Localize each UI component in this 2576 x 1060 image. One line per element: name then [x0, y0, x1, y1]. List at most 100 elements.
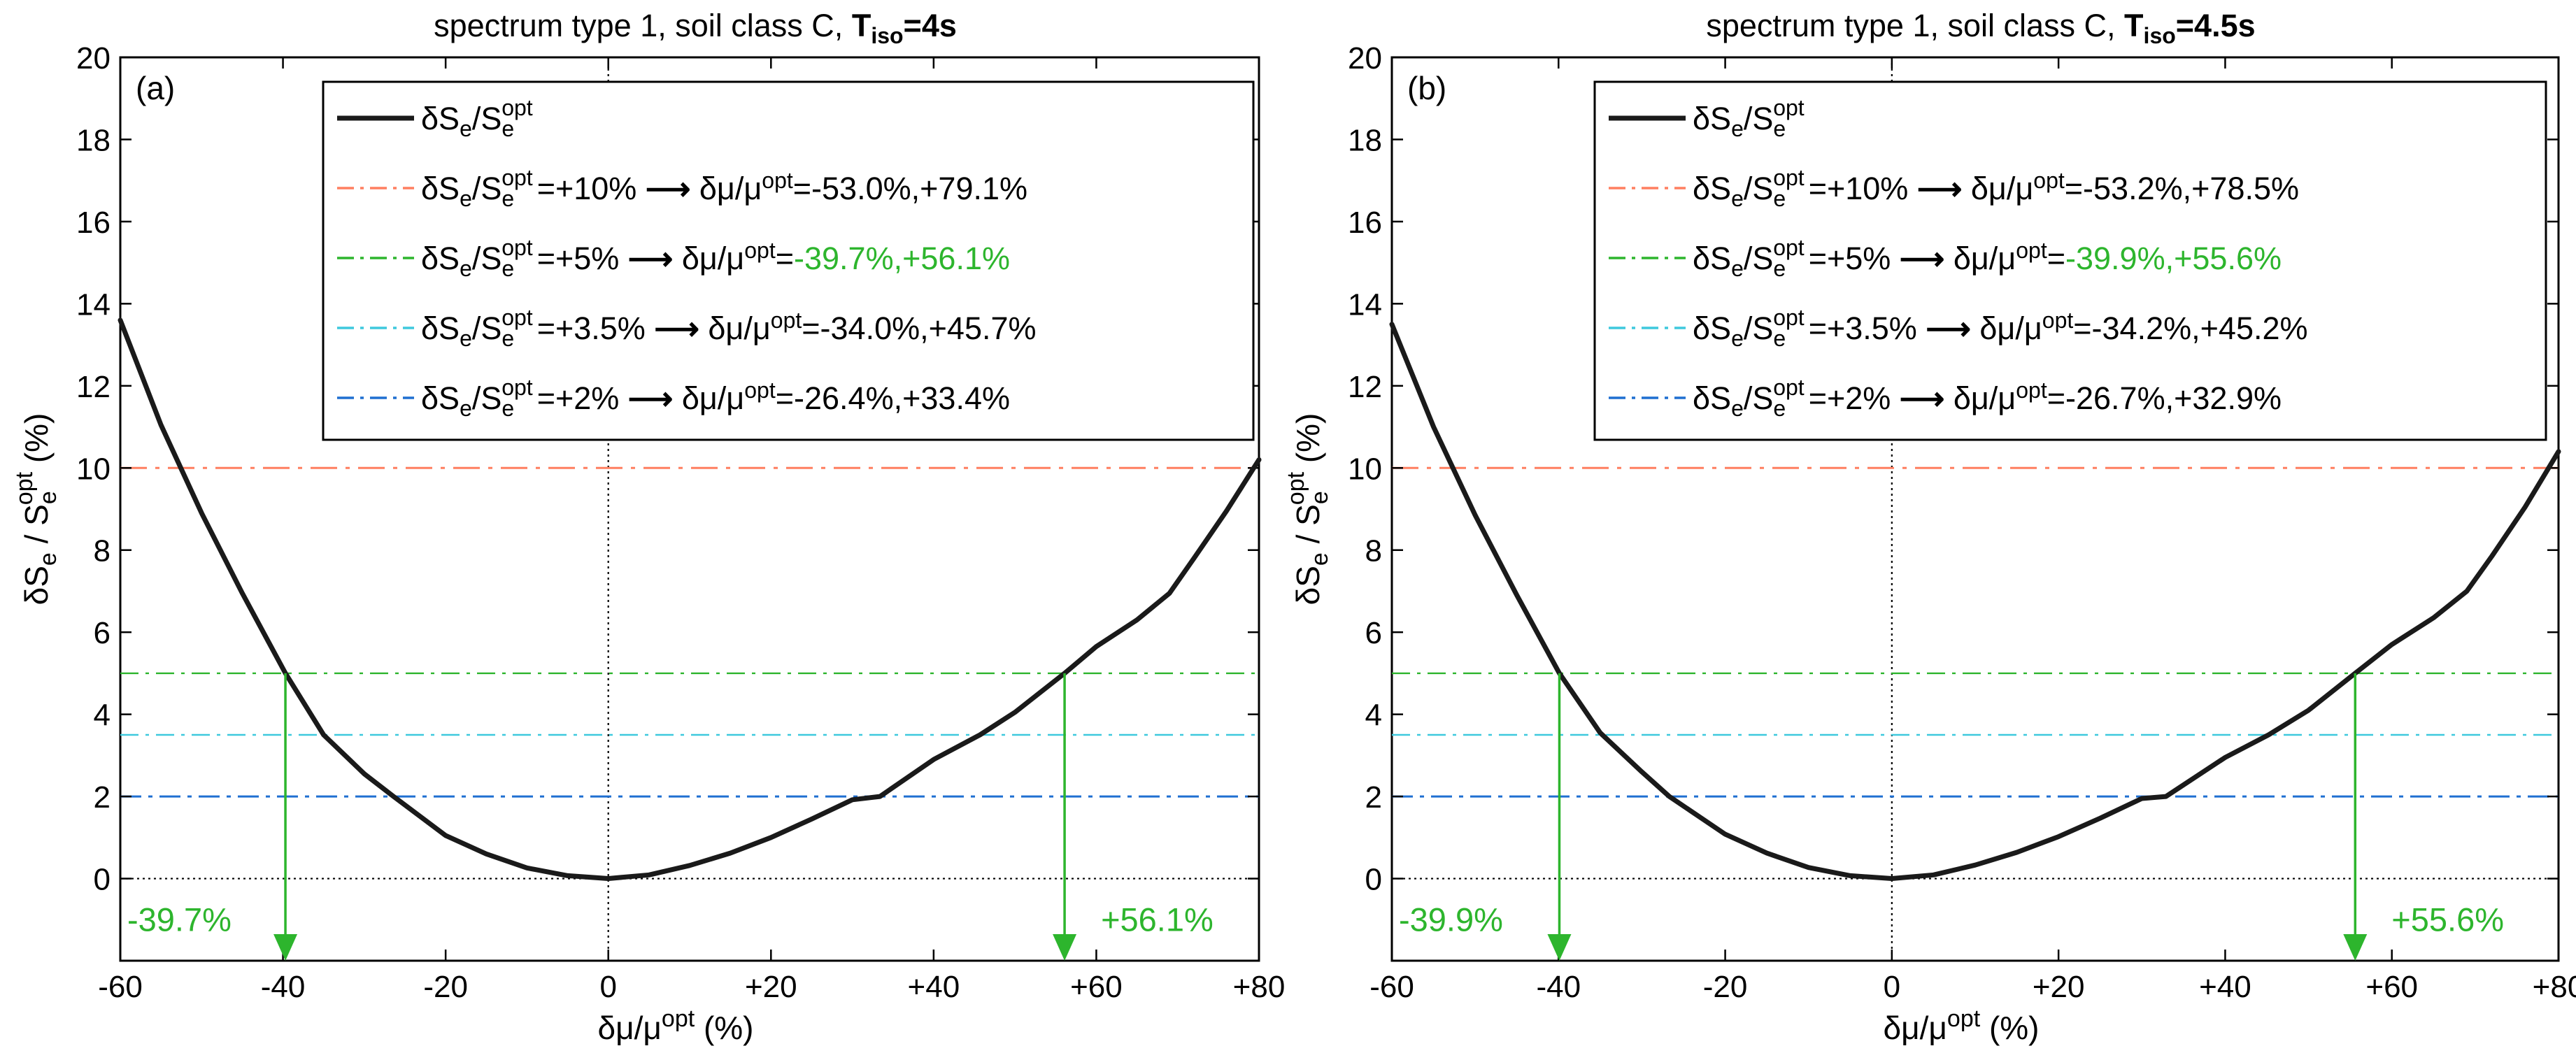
panel-label: (b) [1407, 70, 1446, 106]
x-tick-label: -20 [1703, 970, 1748, 1004]
legend-rhs-prefix: = [776, 241, 794, 276]
x-tick-label: +20 [745, 970, 797, 1004]
y-tick-label: 12 [1348, 370, 1382, 404]
legend-high: +45.2% [2200, 310, 2308, 346]
legend-sep: , [2183, 171, 2192, 206]
x-tick-label: -60 [1369, 970, 1414, 1004]
legend-lhs: δS [421, 171, 460, 206]
legend-box [322, 80, 1255, 441]
plot-frame [119, 56, 1260, 962]
title-bold-tail: =4.5s [2176, 8, 2256, 43]
ylabel-mid: / S [18, 504, 55, 552]
title-text: spectrum type 1, soil class C, [1706, 8, 2115, 43]
legend-entry: δSe/Seopt =+5% ⟶ δμ/μopt=-39.9%,+55.6% [1693, 235, 2282, 281]
legend-low: -26.7% [2065, 380, 2165, 416]
legend-lhs: δS [1693, 241, 1731, 276]
legend-lhs: δS [421, 380, 460, 416]
legend-mid: δμ/μ [1954, 241, 2016, 276]
legend-lhs-mid: /S [1744, 241, 1774, 276]
y-tick-label: 8 [1365, 534, 1382, 568]
legend-lhs-sup2: opt [501, 375, 533, 400]
y-tick-label: 4 [1365, 699, 1382, 733]
ylabel-sup2: opt [11, 471, 38, 505]
legend-sep: , [920, 310, 929, 346]
ylabel-sub: e [1307, 552, 1333, 566]
series-line [118, 317, 1262, 881]
legend-lhs-sup2: opt [1773, 375, 1805, 400]
legend-entry: δSe/Seopt =+10% ⟶ δμ/μopt=-53.0%,+79.1% [421, 165, 1027, 211]
y-tick-label: 10 [1348, 452, 1382, 486]
x-tick-label: +60 [2365, 970, 2418, 1004]
legend-mid-sup: opt [2033, 168, 2065, 193]
legend-lhs-sub2: e [501, 256, 514, 281]
x-tick-label: -60 [98, 970, 143, 1004]
legend-sep: , [894, 380, 903, 416]
arrow-head [1053, 934, 1077, 961]
y-tick-label: 12 [76, 370, 111, 404]
legend-high: +78.5% [2191, 171, 2299, 206]
legend-lhs: δS [1693, 380, 1731, 416]
y-tick-label: 16 [1348, 206, 1382, 240]
series-line [1389, 322, 2561, 881]
y-tick-label: 20 [1348, 41, 1382, 76]
y-tick-label: 2 [1365, 780, 1382, 815]
title-text: spectrum type 1, soil class C, [434, 8, 843, 43]
legend-high: +79.1% [920, 171, 1027, 206]
legend-lhs-sub: e [460, 256, 472, 281]
legend-lhs-sup2: opt [501, 165, 533, 190]
legend-mid-sup: opt [771, 308, 802, 333]
legend-entry: δSe/Seopt =+3.5% ⟶ δμ/μopt=-34.2%,+45.2% [1693, 305, 2308, 351]
ylabel-sup2: opt [1283, 471, 1309, 505]
ylabel-sub2: e [35, 491, 62, 504]
x-tick-label: +40 [908, 970, 960, 1004]
y-tick-label: 8 [94, 534, 111, 568]
legend-lhs-sup2: opt [1773, 95, 1805, 120]
legend-low: -53.0% [811, 171, 911, 206]
legend-rhs-prefix: = [776, 380, 794, 416]
x-tick-label: +60 [1070, 970, 1123, 1004]
title-bold: T [852, 8, 871, 43]
legend-lhs: δS [1693, 171, 1731, 206]
x-tick-label: -40 [261, 970, 306, 1004]
legend-lhs-sub: e [1731, 116, 1744, 141]
ylabel-unit: (%) [1290, 413, 1326, 464]
legend-lhs-mid: /S [1744, 101, 1774, 136]
chart-panel-a: -60 -40 -20 0 +20 +40 +60 +80 0 2 4 6 8 10 12 14 16 18 20 -… [11, 8, 1285, 1046]
legend-entry: δSe/Seopt =+2% ⟶ δμ/μopt=-26.7%,+32.9% [1693, 375, 2282, 421]
legend-lhs: δS [1693, 310, 1731, 346]
legend-lhs-sub2: e [501, 116, 514, 141]
y-tick-label: 20 [76, 41, 111, 76]
legend-lhs: δS [1693, 101, 1731, 136]
legend-lhs-sub: e [460, 326, 472, 351]
legend-high: +32.9% [2174, 380, 2282, 416]
x-axis-label: δμ/μopt (%) [598, 1005, 754, 1046]
legend-mid: δμ/μ [1979, 310, 2042, 346]
legend-lhs-sub2: e [501, 186, 514, 211]
legend-arrow: ⟶ [1891, 241, 1954, 276]
legend-mid: δμ/μ [699, 171, 762, 206]
legend-arrow: ⟶ [1908, 171, 1971, 206]
legend-lhs-sub2: e [1773, 396, 1786, 421]
chart-panel-b: -60 -40 -20 0 +20 +40 +60 +80 0 2 4 6 8 10 12 14 16 18 20 -… [1283, 8, 2576, 1046]
legend-low: -39.9% [2065, 241, 2165, 276]
y-tick-label: 18 [76, 123, 111, 157]
legend-lhs-sup2: opt [501, 235, 533, 260]
y-tick-label: 18 [1348, 123, 1382, 157]
y-tick-label: 6 [94, 616, 111, 650]
y-tick-label: 0 [1365, 863, 1382, 897]
legend-mid-sup: opt [744, 238, 776, 263]
ylabel-unit: (%) [18, 413, 55, 464]
legend-entry: δSe/Seopt =+3.5% ⟶ δμ/μopt=-34.0%,+45.7% [421, 305, 1037, 351]
legend-eq: =+2% [1809, 380, 1891, 416]
legend-entry: δSe/Seopt [1693, 95, 1805, 141]
legend-lhs-sup2: opt [1773, 165, 1805, 190]
legend-low: -26.4% [794, 380, 894, 416]
legend-arrow: ⟶ [1891, 380, 1954, 416]
legend-lhs-mid: /S [1744, 310, 1774, 346]
legend-entry: δSe/Seopt =+2% ⟶ δμ/μopt=-26.4%,+33.4% [421, 375, 1010, 421]
legend-lhs-sub2: e [1773, 256, 1786, 281]
legend-lhs: δS [421, 241, 460, 276]
